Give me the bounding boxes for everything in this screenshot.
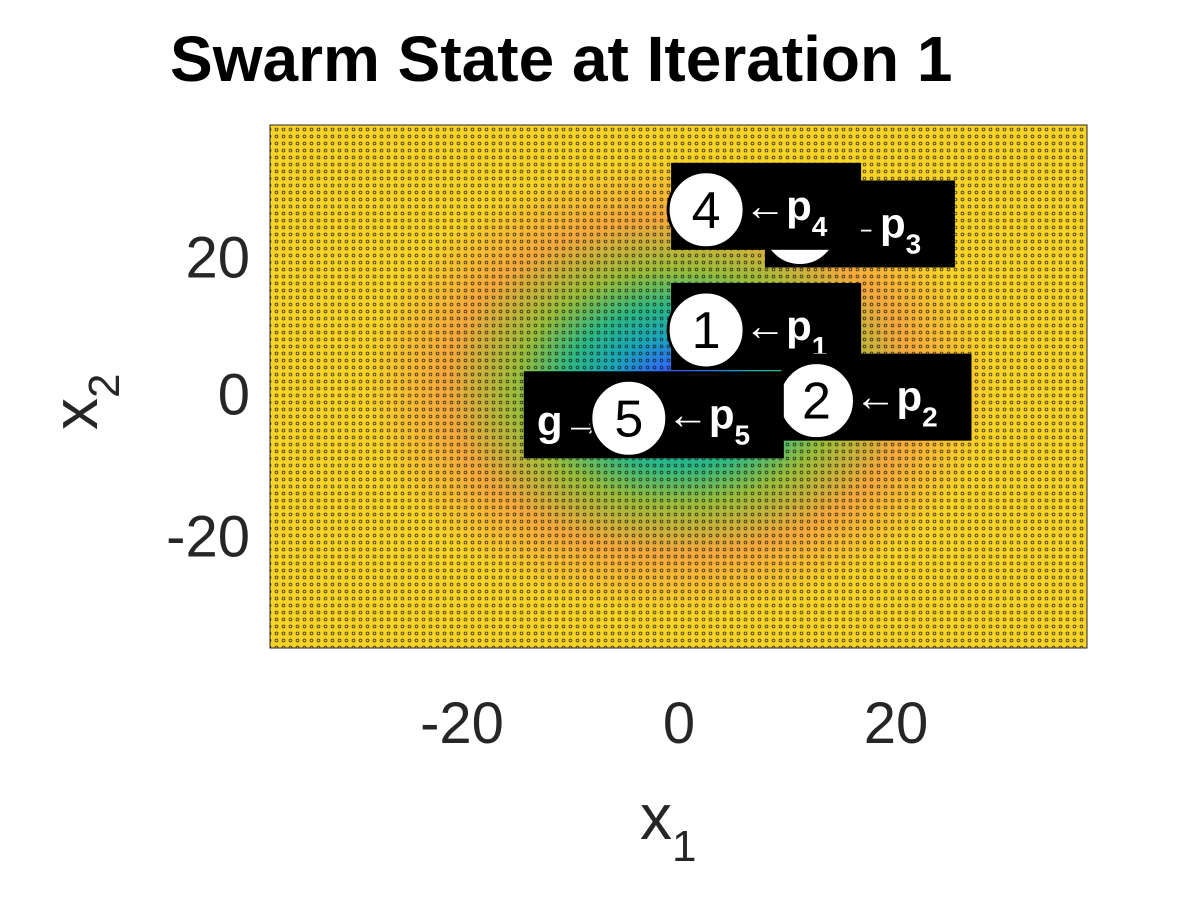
pbest-label: ←p4	[744, 182, 828, 242]
particle-number: 2	[802, 373, 831, 431]
x-tick-label: 20	[863, 691, 929, 756]
y-tick-label: -20	[166, 504, 250, 570]
x-tick-label: -20	[420, 691, 504, 756]
y-axis-label: x2	[38, 374, 129, 430]
particle-marker	[666, 290, 746, 370]
x-axis-label: x1	[640, 780, 696, 871]
axes-frame	[269, 124, 1088, 649]
x-axis-label-subscript: 1	[672, 822, 697, 871]
y-tick-label: 0	[217, 362, 250, 428]
pbest-label: ←p5	[667, 390, 750, 450]
x-axis-label-text: x	[640, 781, 672, 853]
particle-marker	[666, 170, 746, 250]
pbest-label: ←p1	[744, 302, 827, 362]
pbest-label: ←p2	[855, 373, 938, 433]
x-tick-label: 0	[662, 691, 696, 756]
particle-number: 4	[692, 182, 721, 240]
y-axis-label-text: x	[39, 398, 111, 430]
chart-title: Swarm State at Iteration 1	[170, 23, 953, 95]
particle-5: g→ ←p55	[523, 371, 784, 459]
particle-number: 5	[614, 390, 643, 448]
y-tick-label: 20	[185, 225, 250, 291]
particle-2: ←p2 2	[777, 353, 972, 441]
particle-4: ←p4 4	[666, 162, 862, 250]
particle-marker	[589, 378, 669, 458]
y-axis-label-subscript: 2	[80, 373, 129, 398]
particle-number: 1	[692, 302, 721, 360]
